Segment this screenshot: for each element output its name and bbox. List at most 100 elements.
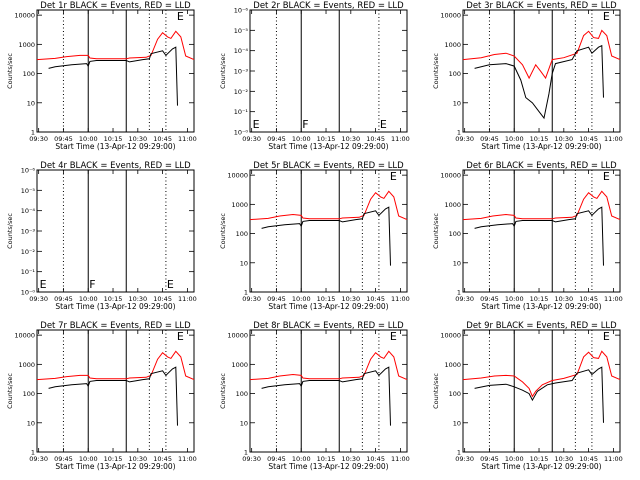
lld-series-line [462, 29, 621, 80]
x-tick-label: 10:15 [530, 455, 549, 463]
x-tick-label: 10:00 [505, 295, 524, 303]
event-marker-label: F [89, 278, 95, 291]
x-axis-label: Start Time (13-Apr-12 09:29:00) [55, 142, 175, 151]
x-tick-label: 10:00 [79, 295, 98, 303]
y-tick-label: 10 [453, 259, 461, 267]
y-tick-label: 1 [457, 449, 461, 457]
x-tick-label: 09:30 [242, 295, 261, 303]
x-tick-label: 10:15 [104, 135, 123, 143]
x-tick-label: 10:45 [579, 455, 598, 463]
y-tick-label: 10⁻² [234, 88, 249, 96]
x-tick-label: 10:00 [79, 455, 98, 463]
y-tick-label: 10⁻⁶ [21, 167, 36, 175]
plot-frame [36, 169, 195, 293]
y-tick-label: 10 [240, 419, 248, 427]
y-tick-label: 10⁻³ [234, 68, 249, 76]
y-tick-label: 1000 [444, 41, 461, 49]
y-tick-label: 1 [31, 129, 35, 137]
x-tick-label: 09:30 [455, 135, 474, 143]
y-tick-label: 10000 [440, 332, 461, 340]
lld-series-line [462, 350, 621, 398]
lld-series-line [249, 190, 408, 221]
events-series-line [48, 366, 178, 426]
x-tick-label: 10:15 [530, 295, 549, 303]
x-axis-label: Start Time (13-Apr-12 09:29:00) [268, 142, 388, 151]
y-tick-label: 100 [23, 70, 35, 78]
x-tick-label: 09:45 [54, 295, 73, 303]
x-tick-label: 11:00 [604, 135, 623, 143]
y-axis-label: Counts/sec [432, 373, 440, 409]
chart-title: Det 2r BLACK = Events, RED = LLD [253, 1, 404, 11]
chart-panel-6: Det 6r BLACK = Events, RED = LLD 09:30 09:… [432, 161, 623, 311]
x-tick-label: 10:15 [317, 455, 336, 463]
x-tick-label: 10:30 [341, 455, 360, 463]
y-tick-label: 10 [453, 99, 461, 107]
plot-frame [462, 9, 621, 133]
x-tick-label: 10:45 [366, 455, 385, 463]
y-tick-label: 10⁻⁴ [21, 207, 36, 215]
chart-title: Det 9r BLACK = Events, RED = LLD [466, 321, 617, 331]
events-series-line [474, 366, 604, 423]
chart-title: Det 5r BLACK = Events, RED = LLD [253, 161, 404, 171]
y-tick-label: 10 [27, 419, 35, 427]
y-tick-label: 1 [244, 449, 248, 457]
x-tick-label: 10:15 [104, 295, 123, 303]
chart-panel-1: Det 1r BLACK = Events, RED = LLD 09:30 09:… [6, 1, 197, 151]
y-tick-label: 1 [457, 289, 461, 297]
y-tick-label: 1000 [444, 361, 461, 369]
x-tick-label: 11:00 [391, 295, 410, 303]
events-series-line [261, 366, 391, 426]
y-tick-label: 1000 [231, 201, 248, 209]
x-tick-label: 09:30 [242, 455, 261, 463]
x-tick-label: 10:15 [104, 455, 123, 463]
y-tick-label: 1 [457, 129, 461, 137]
y-tick-label: 10⁻⁶ [234, 7, 249, 15]
y-axis-label: Counts/sec [432, 53, 440, 89]
chart-title: Det 4r BLACK = Events, RED = LLD [40, 161, 191, 171]
x-tick-label: 10:30 [554, 295, 573, 303]
chart-title: Det 3r BLACK = Events, RED = LLD [466, 1, 617, 11]
y-axis-label: Counts/sec [6, 373, 14, 409]
y-tick-label: 10000 [227, 172, 248, 180]
event-marker-label: E [390, 170, 397, 183]
events-series-line [261, 206, 391, 266]
event-marker-label: E [253, 118, 260, 131]
y-tick-label: 10⁻⁰ [234, 129, 249, 137]
x-tick-label: 10:15 [530, 135, 549, 143]
x-axis-label: Start Time (13-Apr-12 09:29:00) [55, 462, 175, 471]
chart-title: Det 6r BLACK = Events, RED = LLD [466, 161, 617, 171]
events-series-line [474, 206, 604, 266]
lld-series-line [36, 350, 195, 381]
x-axis-label: Start Time (13-Apr-12 09:29:00) [481, 462, 601, 471]
y-tick-label: 1000 [18, 361, 35, 369]
x-tick-label: 09:45 [267, 295, 286, 303]
x-tick-label: 10:45 [153, 455, 172, 463]
x-tick-label: 09:30 [29, 295, 48, 303]
x-tick-label: 09:45 [54, 135, 73, 143]
lld-series-line [462, 190, 621, 221]
x-tick-label: 09:45 [480, 135, 499, 143]
y-tick-label: 10000 [14, 332, 35, 340]
y-axis-label: Counts/sec [432, 213, 440, 249]
x-tick-label: 10:00 [292, 295, 311, 303]
y-tick-label: 1 [244, 289, 248, 297]
y-tick-label: 100 [236, 230, 248, 238]
y-tick-label: 100 [236, 390, 248, 398]
x-tick-label: 09:30 [29, 455, 48, 463]
x-tick-label: 10:30 [554, 455, 573, 463]
event-marker-label: E [603, 330, 610, 343]
y-tick-label: 1000 [444, 201, 461, 209]
y-axis-label: Counts/sec [6, 53, 14, 89]
y-tick-label: 10000 [227, 332, 248, 340]
x-tick-label: 11:00 [178, 135, 197, 143]
x-tick-label: 10:30 [341, 295, 360, 303]
chart-title: Det 1r BLACK = Events, RED = LLD [40, 1, 191, 11]
x-tick-label: 10:30 [128, 135, 147, 143]
x-axis-label: Start Time (13-Apr-12 09:29:00) [268, 462, 388, 471]
x-tick-label: 09:30 [242, 135, 261, 143]
x-tick-label: 10:00 [292, 455, 311, 463]
event-marker-label: E [177, 10, 184, 23]
plot-frame [249, 329, 408, 453]
y-tick-label: 10 [240, 259, 248, 267]
events-series-line [48, 46, 178, 106]
